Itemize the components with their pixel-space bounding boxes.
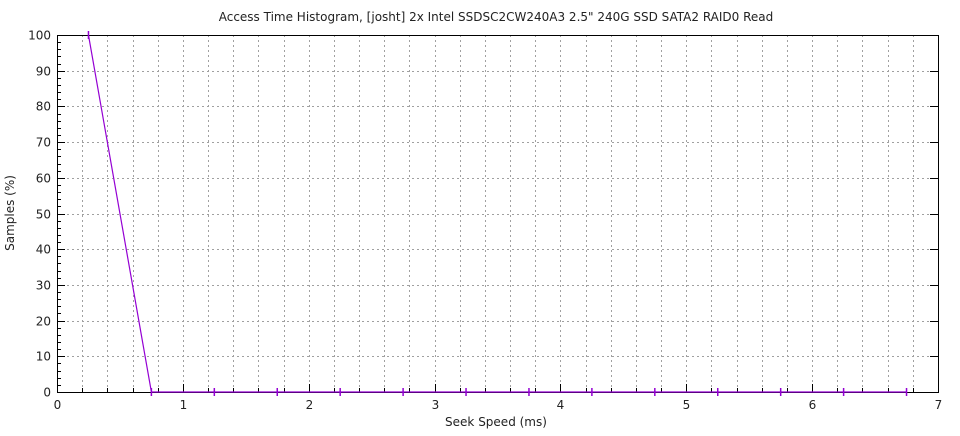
y-tick-label: 70 (36, 136, 51, 150)
y-tick-label: 20 (36, 315, 51, 329)
y-tick-label: 30 (36, 279, 51, 293)
x-axis-label: Seek Speed (ms) (445, 415, 547, 429)
y-tick-label: 100 (28, 29, 51, 43)
y-tick-label: 80 (36, 100, 51, 114)
y-tick-label: 50 (36, 208, 51, 222)
y-axis-label: Samples (%) (3, 175, 17, 251)
x-tick-label: 4 (557, 398, 565, 412)
series-line (87, 34, 907, 393)
x-tick-label: 3 (432, 398, 440, 412)
x-tick-label: 5 (683, 398, 691, 412)
y-tick-label: 0 (43, 386, 51, 400)
x-tick-label: 0 (54, 398, 62, 412)
x-tick-label: 7 (935, 398, 943, 412)
y-tick-label: 90 (36, 65, 51, 79)
x-tick-label: 1 (180, 398, 188, 412)
x-tick-label: 6 (809, 398, 817, 412)
x-tick-label: 2 (306, 398, 314, 412)
chart-title: Access Time Histogram, [josht] 2x Intel … (219, 10, 774, 24)
y-tick-label: 60 (36, 172, 51, 186)
y-tick-label: 40 (36, 243, 51, 257)
y-tick-label: 10 (36, 350, 51, 364)
